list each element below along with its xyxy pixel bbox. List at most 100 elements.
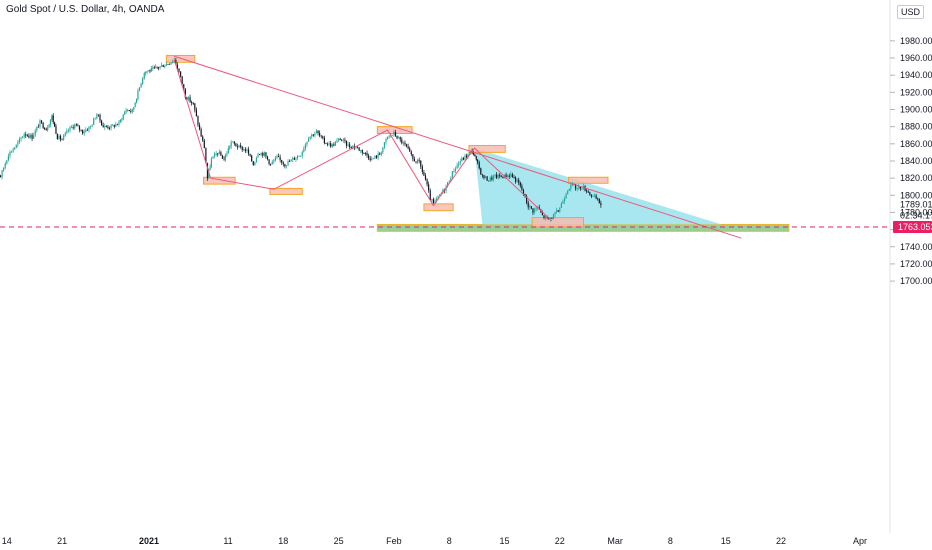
candle <box>66 128 68 135</box>
candle-body <box>135 99 138 103</box>
candle <box>82 129 84 135</box>
candle-body <box>96 114 98 119</box>
candle <box>486 176 488 182</box>
candle-body <box>415 161 417 163</box>
candle-body <box>263 152 265 156</box>
time-axis[interactable]: 14 21 2021 11 18 25 Feb 8 15 22 Mar 8 15 22 Apr <box>2 536 867 546</box>
candle-body <box>402 142 404 144</box>
candle <box>421 164 423 175</box>
candle <box>125 108 127 115</box>
candle <box>17 139 19 148</box>
candle <box>56 133 58 140</box>
candle-body <box>67 130 70 132</box>
candle-body <box>507 175 509 178</box>
candle <box>4 161 6 170</box>
candle-body <box>360 150 362 151</box>
candle <box>417 159 419 165</box>
candle <box>372 157 374 160</box>
candle-body <box>492 176 495 180</box>
candle-body <box>474 154 476 157</box>
candle <box>262 151 264 158</box>
candle-body <box>128 110 130 112</box>
candle <box>474 153 476 157</box>
candle <box>236 143 239 150</box>
candle <box>462 156 465 161</box>
candle <box>314 131 316 138</box>
candle <box>88 126 90 133</box>
candle <box>249 153 251 157</box>
candle-body <box>176 64 179 70</box>
candle <box>562 199 564 204</box>
candle-body <box>530 206 532 209</box>
candle <box>191 100 193 106</box>
time-tick-label: 18 <box>278 536 288 546</box>
candle <box>209 164 211 171</box>
candle-body <box>110 124 112 129</box>
candle-body <box>551 218 553 219</box>
candle <box>251 154 253 162</box>
candle-body <box>208 169 210 179</box>
candle-body <box>257 154 259 158</box>
candle-body <box>59 135 62 140</box>
candle-body <box>108 128 111 129</box>
candle <box>124 110 126 115</box>
candle <box>104 123 106 131</box>
pivot-marker-box <box>165 54 196 63</box>
candle-body <box>268 159 270 164</box>
candle <box>58 134 60 141</box>
candle <box>28 133 30 139</box>
candle <box>64 131 66 137</box>
candle <box>10 150 13 154</box>
candle-body <box>328 143 330 145</box>
candle <box>298 155 300 157</box>
candle-body <box>97 114 100 116</box>
candle-body <box>107 126 109 129</box>
candle <box>338 137 340 142</box>
candle-body <box>63 135 65 140</box>
candle <box>140 82 142 88</box>
candle-body <box>405 144 408 147</box>
candle-body <box>439 194 441 196</box>
candle-body <box>464 155 466 160</box>
candle-body <box>597 198 599 200</box>
candle <box>0 174 2 178</box>
candle-body <box>22 136 24 138</box>
candle <box>274 155 276 162</box>
candle <box>458 161 460 168</box>
candle <box>187 96 190 102</box>
candle-body <box>590 194 592 197</box>
candle-body <box>478 162 480 169</box>
candle-body <box>426 179 428 185</box>
candle <box>107 124 109 130</box>
candle-body <box>145 71 147 74</box>
candle <box>391 134 393 136</box>
candle-body <box>244 149 246 152</box>
candle <box>224 153 227 162</box>
time-tick-label: 21 <box>57 536 67 546</box>
candle <box>401 137 403 145</box>
candle <box>383 142 386 149</box>
candle-body <box>274 157 276 161</box>
candle-body <box>42 122 44 128</box>
candle <box>289 159 291 163</box>
candle <box>349 142 351 149</box>
candle <box>410 150 412 157</box>
candle <box>347 141 349 147</box>
candle <box>172 59 174 64</box>
candle-body <box>143 73 145 79</box>
candle <box>150 65 152 72</box>
price-tick-label: 1740.000 <box>900 242 932 252</box>
candle <box>271 159 273 165</box>
candle-body <box>349 144 351 147</box>
candle-body <box>407 146 409 149</box>
candle-body <box>140 83 142 88</box>
price-axis[interactable]: 1980.000 1960.000 1940.000 1920.000 1900.000… <box>890 36 932 286</box>
candle <box>529 204 531 210</box>
candle <box>55 123 57 134</box>
candle <box>15 144 17 149</box>
candle <box>468 152 470 155</box>
candle-body <box>289 161 291 163</box>
currency-badge[interactable]: USD <box>896 5 924 19</box>
candle-body <box>295 158 297 160</box>
